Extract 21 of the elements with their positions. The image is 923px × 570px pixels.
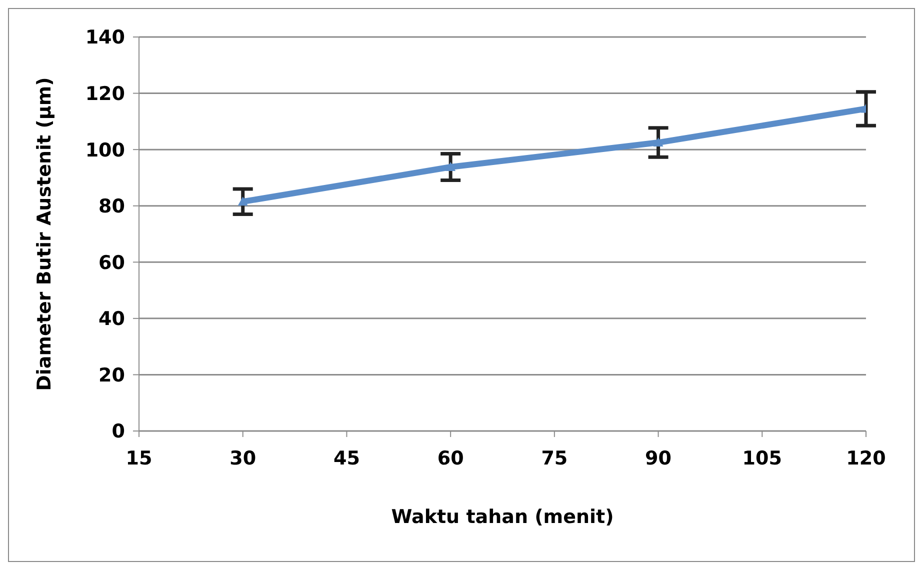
x-tick-label: 15 [126,447,152,470]
point [653,138,664,147]
x-axis-title: Waktu tahan (menit) [391,506,614,528]
x-tick-label: 90 [645,447,672,470]
y-tick-label: 40 [98,308,125,330]
y-tick-label: 60 [98,252,125,274]
y-tick-label: 100 [85,139,125,162]
y-tick-label: 80 [98,196,125,218]
point [238,196,248,206]
y-tick-label: 20 [98,364,125,386]
x-tick-label: 75 [541,447,568,470]
y-tick-label: 140 [85,26,125,49]
y-tick-label: 120 [85,83,125,106]
y-tick-label: 0 [112,420,125,443]
x-tick-label: 105 [742,447,782,470]
x-tick-label: 30 [230,447,256,470]
x-tick-label: 120 [846,447,886,470]
y-axis-title: Diameter Butir Austenit (µm) [34,77,56,391]
point [446,162,456,172]
x-tick-label: 45 [333,447,360,470]
x-tick-label: 60 [437,447,464,470]
